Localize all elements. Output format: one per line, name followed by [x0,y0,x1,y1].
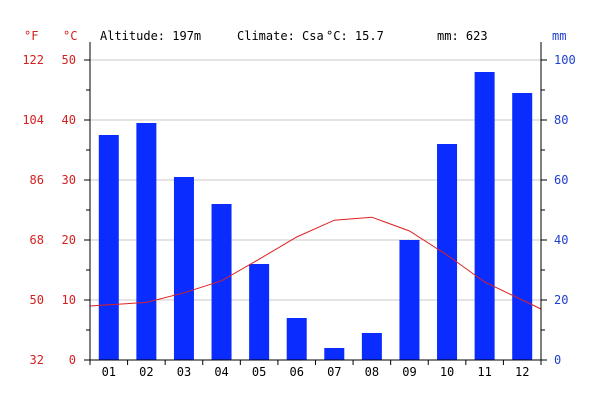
month-label: 10 [440,365,454,379]
axes [84,42,547,365]
mm-tick-label: 80 [554,113,568,127]
celsius-tick-label: 10 [62,293,76,307]
precip-bar [286,318,307,360]
temperature-line [89,216,542,310]
mm-tick-label: 40 [554,233,568,247]
fahrenheit-tick-label: 122 [22,53,44,67]
month-label: 03 [177,365,191,379]
fahrenheit-unit: °F [24,29,38,43]
month-label: 05 [252,365,266,379]
precip-bars [98,72,533,360]
celsius-tick-label: 0 [69,353,76,367]
altitude-text: Altitude: 197m [100,29,201,43]
precip-bar [437,144,458,360]
precip-bar [173,177,194,360]
celsius-tick-label: 30 [62,173,76,187]
precip-bar [211,204,232,360]
month-label: 12 [515,365,529,379]
fahrenheit-tick-label: 50 [30,293,44,307]
temperature-line-group [89,216,542,310]
month-label: 04 [214,365,228,379]
precip-bar [249,264,270,360]
celsius-unit: °C [63,29,77,43]
precip-total-text: mm: 623 [437,29,488,43]
mm-tick-label: 0 [554,353,561,367]
celsius-tick-label: 20 [62,233,76,247]
precip-bar [136,123,157,360]
fahrenheit-tick-label: 104 [22,113,44,127]
mm-tick-label: 60 [554,173,568,187]
mean-temp-text: °C: 15.7 [326,29,384,43]
grid-lines [90,59,541,301]
month-label: 08 [365,365,379,379]
month-label: 06 [289,365,303,379]
mm-tick-label: 100 [554,53,576,67]
celsius-tick-label: 40 [62,113,76,127]
precip-bar [474,72,495,360]
precip-bar [512,93,533,360]
month-label: 11 [477,365,491,379]
fahrenheit-tick-label: 68 [30,233,44,247]
precip-bar [361,333,382,360]
month-label: 09 [402,365,416,379]
precip-bar [399,240,420,360]
precip-bar [98,135,119,360]
mm-tick-label: 20 [554,293,568,307]
month-label: 02 [139,365,153,379]
climate-text: Climate: Csa [237,29,324,43]
fahrenheit-tick-label: 86 [30,173,44,187]
fahrenheit-tick-label: 32 [30,353,44,367]
month-label: 01 [102,365,116,379]
celsius-tick-label: 50 [62,53,76,67]
mm-unit: mm [552,29,566,43]
month-label: 07 [327,365,341,379]
precip-bar [324,348,345,360]
